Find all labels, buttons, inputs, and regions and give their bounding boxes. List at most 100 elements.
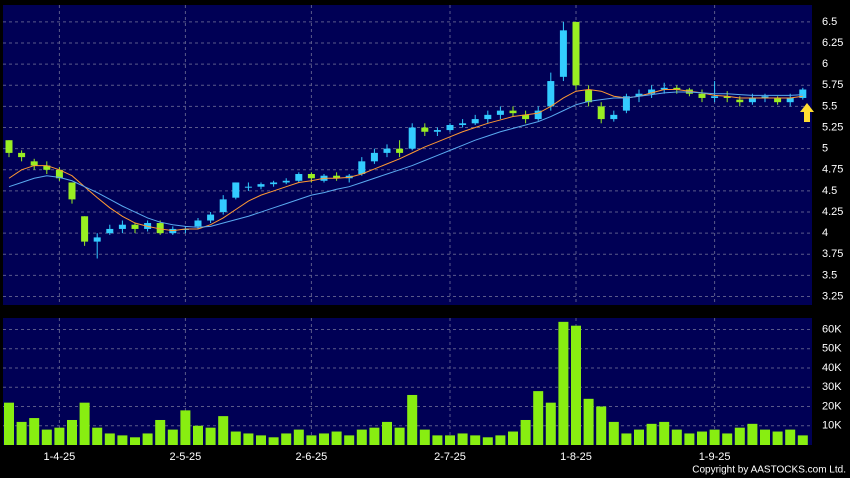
volume-bar bbox=[79, 402, 90, 445]
candle-body bbox=[585, 89, 593, 103]
candle-body bbox=[774, 97, 782, 103]
candle-body bbox=[711, 96, 719, 98]
y-tick-label: 5 bbox=[822, 143, 828, 155]
volume-bar bbox=[268, 437, 279, 445]
y-tick-label: 30K bbox=[822, 381, 842, 393]
volume-bar bbox=[41, 429, 52, 445]
candle-body bbox=[30, 161, 38, 166]
candle-body bbox=[622, 96, 630, 111]
volume-bar bbox=[596, 406, 607, 445]
candle-body bbox=[93, 237, 101, 242]
volume-bar bbox=[772, 431, 783, 445]
volume-bar bbox=[747, 423, 758, 445]
y-tick-label: 40K bbox=[822, 362, 842, 374]
candle-body bbox=[81, 216, 89, 242]
volume-bar bbox=[256, 435, 266, 445]
candle-body bbox=[698, 93, 706, 98]
candle-body bbox=[219, 199, 227, 213]
volume-bar bbox=[130, 437, 140, 445]
y-tick-label: 6 bbox=[822, 58, 828, 70]
candle-body bbox=[194, 220, 202, 227]
candle-body bbox=[786, 97, 794, 103]
x-tick-label: 2-6-25 bbox=[296, 451, 328, 463]
candle-body bbox=[484, 114, 492, 120]
volume-bar bbox=[659, 421, 670, 445]
volume-bar bbox=[306, 435, 317, 445]
candle-body bbox=[572, 21, 580, 86]
x-tick-label: 1-8-25 bbox=[560, 451, 592, 463]
volume-bar bbox=[394, 427, 405, 445]
x-tick-label: 1-9-25 bbox=[699, 451, 731, 463]
volume-bar bbox=[634, 429, 644, 445]
volume-bar bbox=[218, 416, 229, 445]
volume-bar bbox=[356, 429, 367, 445]
candle-body bbox=[55, 169, 63, 179]
candle-body bbox=[660, 87, 668, 90]
y-tick-label: 3.25 bbox=[822, 290, 843, 302]
x-tick-label: 2-7-25 bbox=[434, 451, 466, 463]
candle-body bbox=[761, 96, 769, 98]
volume-bar bbox=[117, 435, 128, 445]
y-tick-label: 4.25 bbox=[822, 206, 843, 218]
candle-body bbox=[295, 174, 303, 181]
volume-bar bbox=[583, 398, 594, 445]
volume-bar bbox=[482, 437, 493, 445]
y-tick-label: 20K bbox=[822, 400, 842, 412]
y-tick-label: 10K bbox=[822, 420, 842, 432]
y-tick-label: 5.25 bbox=[822, 121, 843, 133]
volume-bar bbox=[797, 435, 808, 445]
volume-bar bbox=[495, 435, 506, 445]
candle-body bbox=[673, 87, 681, 90]
volume-bar bbox=[457, 433, 468, 445]
candle-body bbox=[207, 214, 215, 221]
candle-body bbox=[509, 110, 517, 114]
candle-body bbox=[383, 148, 391, 153]
candle-body bbox=[18, 152, 26, 158]
candle-body bbox=[370, 152, 378, 162]
candle-body bbox=[648, 89, 656, 94]
candle-body bbox=[799, 89, 807, 98]
volume-bar bbox=[180, 410, 191, 445]
volume-bar bbox=[92, 427, 103, 445]
volume-bar bbox=[432, 435, 443, 445]
candle-body bbox=[282, 180, 290, 183]
volume-bar bbox=[520, 419, 531, 445]
moving-average-line bbox=[8, 91, 803, 228]
volume-bar bbox=[785, 429, 796, 445]
volume-bar bbox=[571, 325, 581, 445]
volume-bar bbox=[205, 427, 216, 445]
volume-bar bbox=[54, 427, 65, 445]
candle-body bbox=[610, 114, 618, 120]
volume-bar bbox=[293, 429, 304, 445]
volume-bar bbox=[67, 419, 77, 445]
candle-body bbox=[396, 148, 404, 153]
candle-body bbox=[496, 110, 504, 115]
volume-bar bbox=[545, 402, 556, 445]
candle-body bbox=[232, 182, 240, 198]
volume-bar bbox=[419, 429, 430, 445]
y-tick-label: 5.5 bbox=[822, 100, 837, 112]
candle-body bbox=[736, 99, 744, 103]
candle-body bbox=[333, 175, 341, 179]
volume-bar bbox=[331, 431, 342, 445]
volume-bar bbox=[344, 435, 355, 445]
volume-bar bbox=[671, 429, 682, 445]
candle-body bbox=[270, 182, 278, 185]
volume-bar bbox=[558, 321, 569, 445]
volume-bar bbox=[16, 421, 27, 445]
volume-bar bbox=[382, 421, 392, 445]
volume-bar bbox=[4, 402, 14, 445]
y-tick-label: 50K bbox=[822, 343, 842, 355]
volume-bar bbox=[243, 433, 254, 445]
volume-bar bbox=[193, 425, 203, 445]
volume-bar bbox=[470, 435, 481, 445]
candle-body bbox=[307, 174, 315, 179]
candle-body bbox=[597, 106, 605, 120]
volume-bar bbox=[709, 429, 720, 445]
chart-layer: 1-4-25 2-5-25 2-6-25 2-7-25 1-8-25 1-9-25 10K 2… bbox=[3, 5, 843, 463]
candle-body bbox=[118, 224, 126, 229]
marker-arrow bbox=[800, 103, 814, 122]
candle-body bbox=[156, 223, 164, 234]
candle-body bbox=[534, 110, 542, 120]
